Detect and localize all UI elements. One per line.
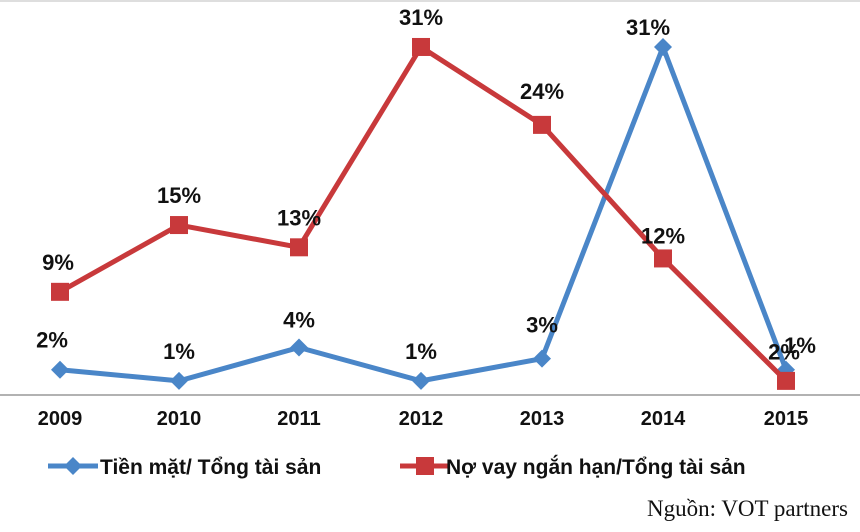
square-marker xyxy=(777,371,795,390)
legend-square-icon xyxy=(416,457,434,475)
x-tick-label: 2011 xyxy=(277,408,320,430)
square-marker xyxy=(412,37,430,56)
data-label: 3% xyxy=(526,313,558,338)
x-tick-label: 2012 xyxy=(399,408,444,430)
data-label: 1% xyxy=(163,339,195,364)
data-label: 31% xyxy=(399,5,443,30)
diamond-marker xyxy=(533,349,551,368)
data-label: 1% xyxy=(405,339,437,364)
x-tick-label: 2014 xyxy=(641,408,686,430)
series-line-1 xyxy=(59,44,789,384)
legend-label: Tiền mặt/ Tổng tài sản xyxy=(100,456,321,479)
data-label: 1% xyxy=(784,333,816,358)
data-label: 13% xyxy=(277,205,321,230)
data-label: 15% xyxy=(157,183,201,208)
data-label: 24% xyxy=(520,79,564,104)
data-label: 9% xyxy=(42,250,74,275)
diamond-marker xyxy=(654,37,672,56)
series-line-2 xyxy=(58,44,788,383)
data-label: 31% xyxy=(626,15,670,40)
x-tick-label: 2010 xyxy=(157,408,202,430)
square-marker xyxy=(290,238,308,257)
data-label: 12% xyxy=(641,223,685,248)
x-tick-label: 2015 xyxy=(764,408,809,430)
square-marker xyxy=(170,216,188,235)
legend: Tiền mặt/ Tổng tài sản Nợ vay ngắn hạn/Tổ… xyxy=(48,455,746,479)
data-labels: 2% 1%4%1%3%31%2%9%15%13%31%24%12%1% xyxy=(36,5,816,365)
series-group xyxy=(51,37,795,390)
source-note: Nguồn: VOT partners xyxy=(646,496,848,521)
square-marker xyxy=(51,282,69,301)
diamond-marker xyxy=(290,338,308,357)
legend-diamond-icon xyxy=(64,457,82,475)
legend-label: Nợ vay ngắn hạn/Tổng tài sản xyxy=(446,455,746,479)
square-marker xyxy=(533,115,551,134)
x-tick-label: 2013 xyxy=(520,408,565,430)
x-axis-ticks: 2009 2010 2011 2012 2013 2014 2015 xyxy=(38,408,809,430)
x-tick-label: 2009 xyxy=(38,408,83,430)
data-label: 4% xyxy=(283,307,315,332)
data-label: 2% xyxy=(768,340,800,365)
diamond-marker xyxy=(170,371,188,390)
diamond-marker xyxy=(412,371,430,390)
square-marker xyxy=(654,249,672,268)
data-label: 2% xyxy=(36,328,68,353)
diamond-marker xyxy=(51,360,69,379)
